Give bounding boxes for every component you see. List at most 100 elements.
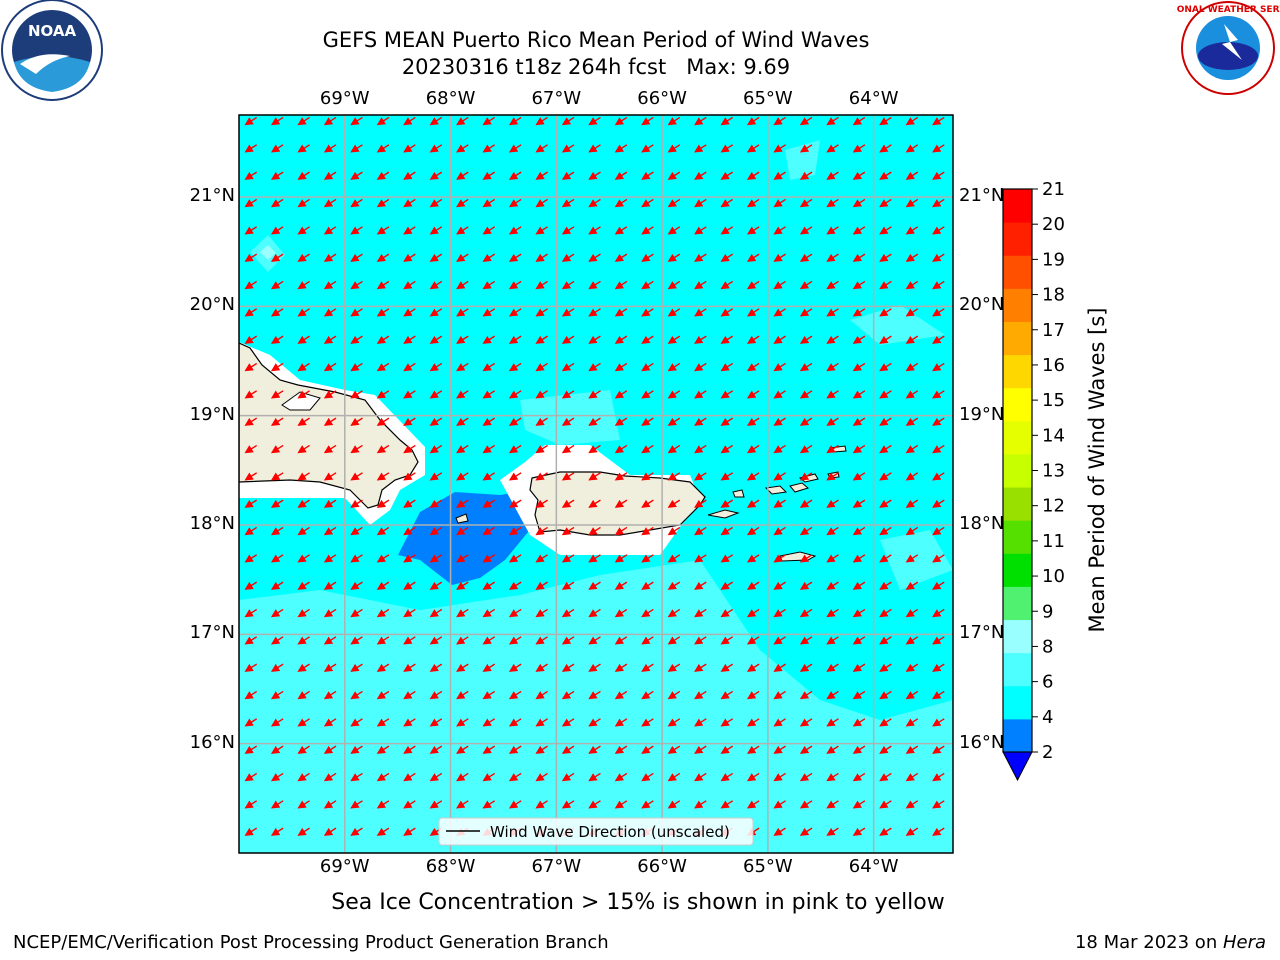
wind-wave-arrow — [244, 226, 258, 235]
wind-wave-arrow — [746, 226, 760, 235]
wind-wave-arrow — [614, 690, 628, 700]
wind-wave-arrow — [905, 335, 919, 344]
wind-wave-arrow — [614, 636, 628, 645]
colorbar-segment — [1003, 652, 1032, 687]
wind-wave-arrow — [482, 690, 496, 700]
wind-wave-arrow — [694, 362, 707, 372]
wind-wave-arrow — [297, 417, 310, 426]
wind-wave-arrow — [482, 718, 496, 727]
wind-wave-arrow — [852, 116, 866, 126]
wind-wave-arrow — [799, 171, 813, 180]
wind-wave-arrow — [773, 144, 786, 153]
wind-wave-arrow — [614, 280, 628, 290]
svg-text:NATIONAL WEATHER SERVICE: NATIONAL WEATHER SERVICE — [1176, 5, 1280, 15]
wind-wave-arrow — [376, 417, 390, 426]
wind-wave-arrow — [508, 390, 522, 399]
wind-wave-arrow — [588, 772, 601, 782]
wind-wave-arrow — [350, 226, 363, 235]
wind-wave-arrow — [641, 800, 654, 809]
wind-wave-arrow — [588, 663, 601, 672]
wind-wave-arrow — [667, 472, 681, 481]
wind-wave-arrow — [799, 308, 813, 317]
wind-wave-arrow — [535, 636, 548, 645]
colorbar: 21 20 19 18 17 16 15 14 13 12 11 10 9 8 6 4 2 — [1002, 179, 1065, 782]
wind-wave-arrow — [667, 171, 681, 180]
wind-wave-arrow — [376, 581, 390, 590]
wind-wave-arrow — [482, 362, 496, 372]
wind-wave-arrow — [852, 745, 866, 754]
wind-wave-arrow — [852, 144, 866, 153]
wind-wave-arrow — [535, 280, 548, 290]
colorbar-segment — [1003, 619, 1032, 654]
wind-wave-arrow — [641, 444, 654, 454]
lat-label-right: 17°N — [959, 622, 1005, 644]
wind-wave-arrow — [535, 608, 548, 618]
wind-wave-arrow — [508, 444, 522, 454]
wind-wave-arrow — [244, 144, 258, 153]
wind-wave-arrow — [879, 280, 892, 290]
wind-wave-arrow — [376, 554, 390, 563]
wind-wave-arrow — [588, 444, 601, 454]
wind-wave-arrow — [350, 280, 363, 290]
wind-wave-arrow — [508, 581, 522, 590]
wind-wave-arrow — [482, 554, 496, 563]
wind-wave-arrow — [535, 745, 548, 754]
wind-wave-arrow — [456, 472, 469, 481]
wind-wave-arrow — [614, 444, 628, 454]
wind-wave-arrow — [482, 663, 496, 672]
lon-label-bottom: 67°W — [531, 856, 582, 877]
wind-wave-arrow — [932, 253, 945, 262]
wind-wave-arrow — [799, 335, 813, 344]
wind-wave-arrow — [270, 800, 284, 809]
wind-wave-arrow — [376, 171, 390, 180]
wind-wave-arrow — [561, 554, 575, 563]
wind-wave-arrow — [535, 253, 548, 262]
wind-wave-arrow — [482, 198, 496, 208]
colorbar-tick-label: 9 — [1042, 601, 1053, 622]
wind-wave-arrow — [244, 499, 258, 508]
wind-wave-arrow — [799, 226, 813, 235]
lat-label-right: 21°N — [959, 185, 1005, 206]
wind-wave-arrow — [244, 171, 258, 180]
wind-wave-arrow — [826, 444, 839, 454]
wind-wave-arrow — [456, 116, 469, 126]
wind-wave-arrow — [641, 690, 654, 700]
wind-wave-arrow — [323, 636, 337, 645]
wind-wave-arrow — [297, 554, 310, 563]
wind-wave-arrow — [826, 198, 839, 208]
wind-wave-arrow — [323, 171, 337, 180]
wind-wave-arrow — [799, 608, 813, 618]
wind-wave-arrow — [323, 745, 337, 754]
wind-wave-arrow — [641, 116, 654, 126]
wind-wave-arrow — [641, 554, 654, 563]
wind-wave-arrow — [535, 390, 548, 399]
wind-wave-arrow — [879, 690, 892, 700]
mona-island — [455, 513, 469, 524]
wind-wave-arrow — [456, 308, 469, 317]
wind-wave-arrow — [323, 253, 337, 262]
wind-wave-arrow — [456, 280, 469, 290]
wind-wave-arrow — [826, 171, 839, 180]
wind-wave-arrow — [746, 636, 760, 645]
wind-wave-arrow — [879, 144, 892, 153]
lon-label-top: 69°W — [319, 88, 370, 109]
wind-wave-arrow — [456, 663, 469, 672]
wind-wave-arrow — [535, 554, 548, 563]
wind-wave-arrow — [376, 608, 390, 618]
wind-wave-arrow — [852, 308, 866, 317]
colorbar-tick-label: 21 — [1042, 179, 1065, 200]
wind-wave-arrow — [905, 772, 919, 782]
wind-wave-arrow — [561, 362, 575, 372]
wind-wave-arrow — [350, 581, 363, 590]
wind-wave-arrow — [244, 718, 258, 727]
wind-wave-arrow — [879, 608, 892, 618]
wind-wave-arrow — [270, 362, 284, 372]
wind-wave-arrow — [879, 827, 892, 836]
wind-wave-arrow — [826, 226, 839, 235]
colorbar-segment — [1003, 520, 1032, 554]
wind-wave-arrow — [773, 253, 786, 262]
wind-wave-arrow — [879, 390, 892, 399]
wind-wave-arrow — [535, 116, 548, 126]
wind-wave-arrow — [667, 663, 681, 672]
wind-wave-arrow — [588, 608, 601, 618]
